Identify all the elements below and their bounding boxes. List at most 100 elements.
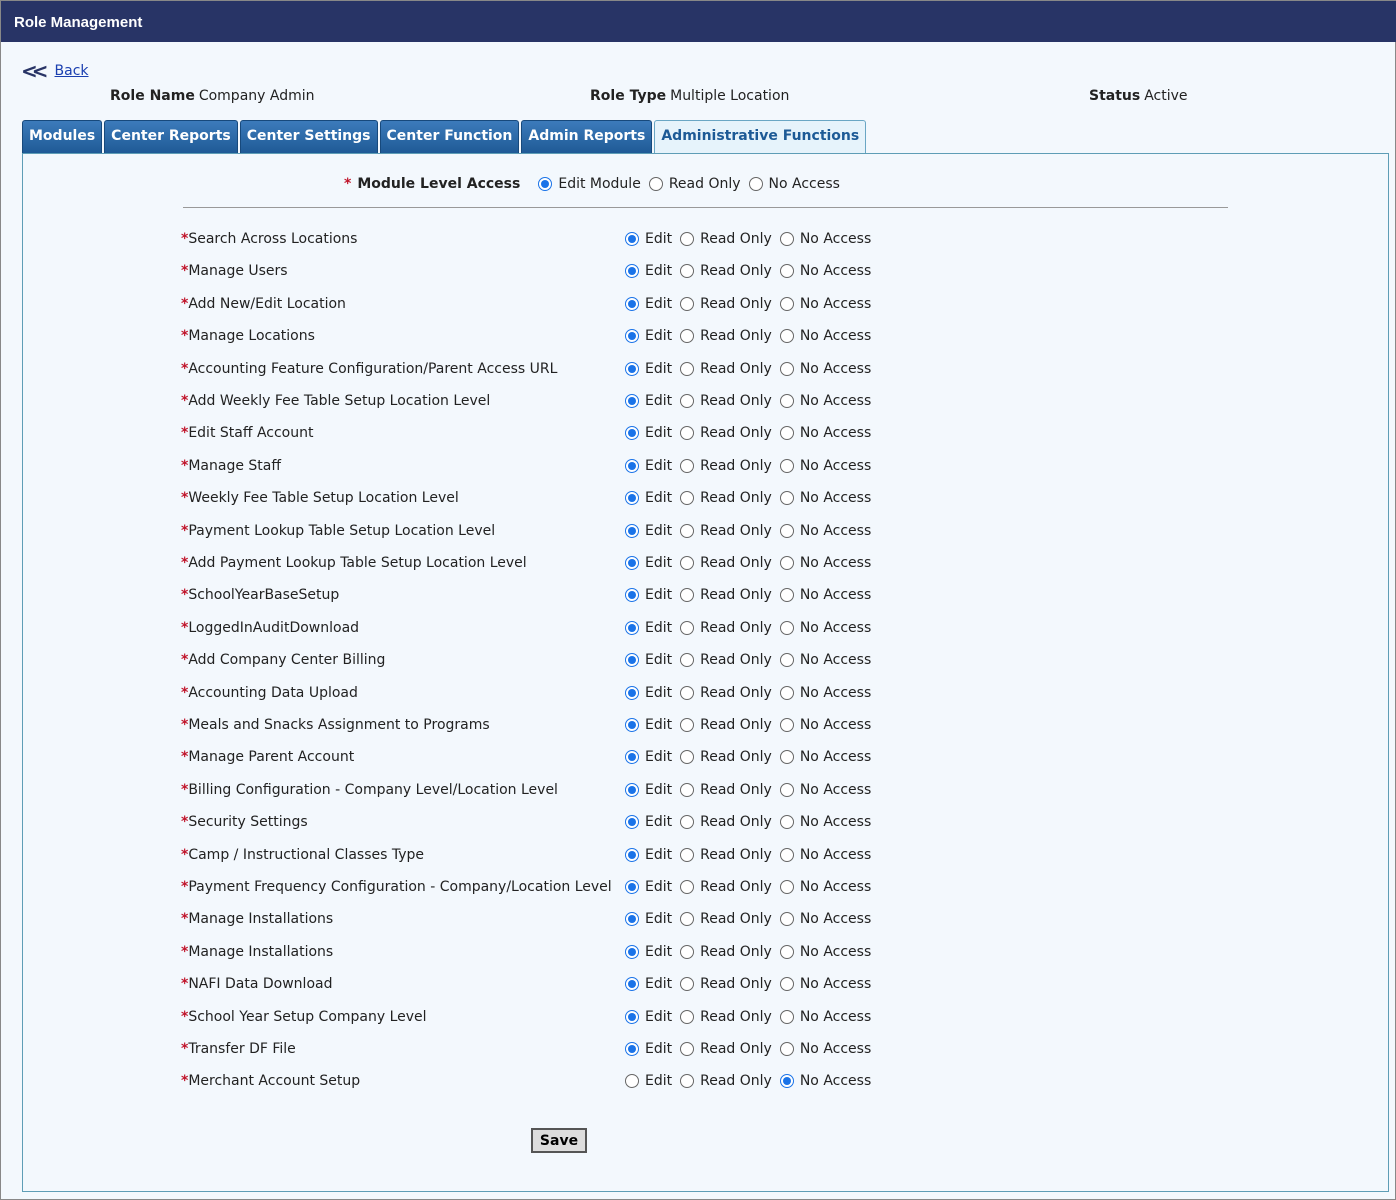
permission-option-read-only[interactable]: Read Only <box>680 717 772 733</box>
radio-button[interactable] <box>779 977 794 992</box>
radio-button[interactable] <box>779 718 794 732</box>
permission-option-edit[interactable]: Edit <box>625 425 672 441</box>
permission-option-edit[interactable]: Edit <box>625 328 672 344</box>
radio-button[interactable] <box>779 232 794 246</box>
radio-button[interactable] <box>625 523 639 538</box>
radio-button[interactable] <box>779 523 794 538</box>
permission-option-read-only[interactable]: Read Only <box>680 555 772 571</box>
radio-button[interactable] <box>779 685 794 700</box>
radio-button[interactable] <box>625 556 639 570</box>
permission-option-no-access[interactable]: No Access <box>779 782 871 798</box>
permission-option-read-only[interactable]: Read Only <box>680 879 772 895</box>
permission-option-edit[interactable]: Edit <box>625 555 672 571</box>
permission-option-read-only[interactable]: Read Only <box>680 1009 772 1025</box>
permission-option-no-access[interactable]: No Access <box>779 393 871 409</box>
radio-button[interactable] <box>680 653 695 668</box>
radio-button[interactable] <box>625 685 639 700</box>
permission-option-no-access[interactable]: No Access <box>779 555 871 571</box>
module-access-option[interactable]: Read Only <box>648 176 741 192</box>
permission-option-no-access[interactable]: No Access <box>779 523 871 539</box>
permission-option-no-access[interactable]: No Access <box>779 328 871 344</box>
radio-button[interactable] <box>625 653 639 668</box>
radio-button[interactable] <box>680 523 695 538</box>
radio-button[interactable] <box>625 1042 639 1056</box>
permission-option-read-only[interactable]: Read Only <box>680 782 772 798</box>
permission-option-edit[interactable]: Edit <box>625 749 672 765</box>
permission-option-edit[interactable]: Edit <box>625 652 672 668</box>
permission-option-edit[interactable]: Edit <box>625 911 672 927</box>
permission-option-no-access[interactable]: No Access <box>779 361 871 377</box>
permission-option-read-only[interactable]: Read Only <box>680 458 772 474</box>
radio-button[interactable] <box>779 782 794 797</box>
save-button[interactable]: Save <box>531 1128 587 1153</box>
radio-button[interactable] <box>779 847 794 862</box>
permission-option-read-only[interactable]: Read Only <box>680 328 772 344</box>
permission-option-read-only[interactable]: Read Only <box>680 587 772 603</box>
radio-button[interactable] <box>648 177 663 191</box>
radio-button[interactable] <box>779 426 794 441</box>
permission-option-no-access[interactable]: No Access <box>779 911 871 927</box>
radio-button[interactable] <box>779 1074 794 1089</box>
radio-button[interactable] <box>680 782 695 797</box>
tab-administrative-functions[interactable]: Administrative Functions <box>654 120 867 153</box>
permission-option-read-only[interactable]: Read Only <box>680 425 772 441</box>
permission-option-edit[interactable]: Edit <box>625 263 672 279</box>
radio-button[interactable] <box>680 588 695 603</box>
radio-button[interactable] <box>625 1074 639 1089</box>
permission-option-read-only[interactable]: Read Only <box>680 393 772 409</box>
permission-option-read-only[interactable]: Read Only <box>680 361 772 377</box>
permission-option-no-access[interactable]: No Access <box>779 1073 871 1089</box>
radio-button[interactable] <box>680 912 695 927</box>
radio-button[interactable] <box>625 912 639 927</box>
permission-option-read-only[interactable]: Read Only <box>680 652 772 668</box>
back-link[interactable]: << Back <box>21 59 89 83</box>
radio-button[interactable] <box>680 718 695 732</box>
radio-button[interactable] <box>625 588 639 603</box>
permission-option-edit[interactable]: Edit <box>625 814 672 830</box>
radio-button[interactable] <box>625 426 639 441</box>
permission-option-no-access[interactable]: No Access <box>779 944 871 960</box>
permission-option-edit[interactable]: Edit <box>625 587 672 603</box>
radio-button[interactable] <box>779 620 794 635</box>
radio-button[interactable] <box>625 264 639 279</box>
radio-button[interactable] <box>625 491 639 506</box>
permission-option-no-access[interactable]: No Access <box>779 717 871 733</box>
permission-option-no-access[interactable]: No Access <box>779 1041 871 1057</box>
radio-button[interactable] <box>779 1009 794 1024</box>
radio-button[interactable] <box>625 232 639 246</box>
radio-button[interactable] <box>625 815 639 830</box>
permission-option-no-access[interactable]: No Access <box>779 976 871 992</box>
radio-button[interactable] <box>680 458 695 473</box>
radio-button[interactable] <box>680 685 695 700</box>
radio-button[interactable] <box>625 750 639 765</box>
radio-button[interactable] <box>625 361 639 376</box>
permission-option-read-only[interactable]: Read Only <box>680 911 772 927</box>
radio-button[interactable] <box>625 880 639 894</box>
radio-button[interactable] <box>680 1074 695 1089</box>
permission-option-edit[interactable]: Edit <box>625 620 672 636</box>
permission-option-no-access[interactable]: No Access <box>779 685 871 701</box>
radio-button[interactable] <box>625 620 639 635</box>
radio-button[interactable] <box>779 491 794 506</box>
permission-option-edit[interactable]: Edit <box>625 490 672 506</box>
radio-button[interactable] <box>625 782 639 797</box>
permission-option-read-only[interactable]: Read Only <box>680 231 772 247</box>
permission-option-read-only[interactable]: Read Only <box>680 296 772 312</box>
radio-button[interactable] <box>680 426 695 441</box>
radio-button[interactable] <box>680 361 695 376</box>
tab-center-reports[interactable]: Center Reports <box>104 120 238 153</box>
radio-button[interactable] <box>680 620 695 635</box>
radio-button[interactable] <box>680 264 695 279</box>
radio-button[interactable] <box>779 556 794 570</box>
radio-button[interactable] <box>680 880 695 894</box>
module-access-option[interactable]: No Access <box>748 176 840 192</box>
radio-button[interactable] <box>680 394 695 408</box>
radio-button[interactable] <box>779 458 794 473</box>
permission-option-no-access[interactable]: No Access <box>779 620 871 636</box>
permission-option-edit[interactable]: Edit <box>625 231 672 247</box>
permission-option-no-access[interactable]: No Access <box>779 263 871 279</box>
permission-option-read-only[interactable]: Read Only <box>680 523 772 539</box>
permission-option-edit[interactable]: Edit <box>625 879 672 895</box>
permission-option-read-only[interactable]: Read Only <box>680 976 772 992</box>
radio-button[interactable] <box>779 361 794 376</box>
